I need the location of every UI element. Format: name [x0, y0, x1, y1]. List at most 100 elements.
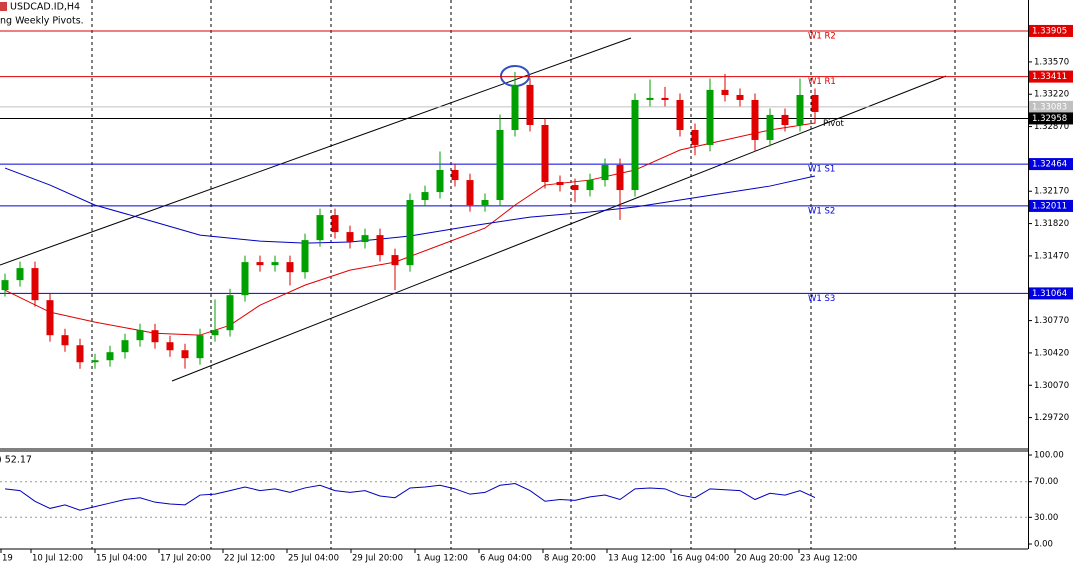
price-tag: [1029, 199, 1073, 212]
price-tag: [1029, 24, 1073, 37]
candle-body: [541, 124, 549, 183]
candle-body: [31, 268, 39, 301]
candle-body: [406, 200, 414, 266]
y-tick-label: 1.32170: [1034, 187, 1069, 197]
rsi-tick-label: 30.00: [1034, 513, 1058, 523]
candle-body: [691, 129, 699, 145]
candle-body: [601, 165, 609, 181]
candle-body: [61, 335, 69, 346]
candle-body: [661, 97, 669, 100]
pivot-label: W1 S1: [808, 165, 835, 175]
x-tick-label: 10 Jul 12:00: [32, 554, 83, 564]
channel-line: [171, 75, 947, 382]
candle-body: [376, 235, 384, 256]
pivot-label: W1 R1: [808, 77, 836, 87]
y-tick-label: 1.31470: [1034, 251, 1069, 261]
candle-body: [796, 94, 804, 125]
candle-body: [211, 330, 219, 336]
candle-body: [646, 97, 654, 100]
rsi-tick-label: 0.00: [1034, 540, 1053, 550]
x-tick-label: 13 Aug 12:00: [608, 554, 665, 564]
candle-body: [196, 335, 204, 359]
price-tag-label: 1.32011: [1032, 201, 1067, 211]
price-tag: [1029, 100, 1073, 113]
y-tick-label: 1.30420: [1034, 348, 1069, 358]
candle-body: [346, 232, 354, 243]
x-tick-label: 1 Aug 12:00: [416, 554, 468, 564]
x-tick-label: 19: [2, 554, 13, 564]
chart-title: USDCAD.ID,H4: [10, 2, 80, 13]
indicator-name: ng Weekly Pivots.: [0, 16, 84, 27]
candle-body: [16, 268, 24, 281]
price-tag-label: 1.33083: [1032, 102, 1067, 112]
candle-body: [316, 215, 324, 241]
x-tick-label: 17 Jul 20:00: [160, 554, 211, 564]
price-tag-label: 1.32958: [1032, 114, 1067, 124]
candle-body: [451, 169, 459, 181]
candle-body: [466, 180, 474, 206]
candle-body: [76, 345, 84, 363]
y-tick-label: 1.30070: [1034, 381, 1069, 391]
x-tick-label: 16 Aug 04:00: [672, 554, 729, 564]
price-tag-label: 1.32464: [1032, 160, 1067, 170]
y-tick-label: 1.33570: [1034, 57, 1069, 67]
pivot-label: W1 S3: [808, 294, 835, 304]
rsi-tick-label: 70.00: [1034, 477, 1058, 487]
candle-body: [331, 215, 339, 233]
candle-body: [1, 280, 9, 291]
candle-body: [481, 200, 489, 206]
y-tick-label: 1.29720: [1034, 413, 1069, 423]
price-tag: [1029, 70, 1073, 83]
candle-body: [151, 330, 159, 343]
candle-body: [511, 84, 519, 130]
candle-body: [811, 94, 819, 112]
candle-body: [736, 94, 744, 100]
price-tag-label: 1.33411: [1032, 72, 1067, 82]
y-tick-label: 1.32870: [1034, 122, 1069, 132]
candle-body: [301, 240, 309, 273]
pivot-label: W1 S2: [808, 206, 835, 216]
x-tick-label: 29 Jul 20:00: [352, 554, 403, 564]
candle-body: [436, 169, 444, 193]
candle-body: [391, 255, 399, 266]
x-tick-label: 6 Aug 04:00: [480, 554, 532, 564]
candle-body: [136, 330, 144, 341]
x-tick-label: 23 Aug 12:00: [800, 554, 857, 564]
candle-body: [106, 352, 114, 361]
candle-body: [526, 84, 534, 125]
rsi-tick-label: 100.00: [1034, 451, 1064, 461]
y-tick-label: 1.33220: [1034, 90, 1069, 100]
price-tag: [1029, 112, 1073, 125]
x-tick-label: 22 Jul 12:00: [224, 554, 275, 564]
price-tag-label: 1.33905: [1032, 26, 1067, 36]
candle-body: [721, 89, 729, 95]
candle-body: [226, 295, 234, 331]
candle-body: [751, 99, 759, 140]
candle-body: [766, 114, 774, 140]
candle-body: [631, 99, 639, 191]
y-tick-label: 1.31820: [1034, 219, 1069, 229]
candle-body: [166, 342, 174, 351]
candle-body: [676, 99, 684, 130]
candle-body: [241, 262, 249, 296]
candle-body: [91, 360, 99, 363]
x-tick-label: 8 Aug 20:00: [544, 554, 596, 564]
candle-body: [271, 262, 279, 266]
candle-body: [556, 182, 564, 186]
candle-body: [361, 235, 369, 243]
price-tag: [1029, 158, 1073, 171]
candle-body: [571, 185, 579, 191]
moving-average: [4, 122, 816, 336]
y-tick-label: 1.30770: [1034, 316, 1069, 326]
pivot-label: Pivot: [823, 119, 845, 129]
price-tag: [1029, 287, 1073, 300]
channel-line: [0, 37, 632, 266]
rsi-line: [4, 482, 816, 511]
candle-body: [256, 262, 264, 266]
price-tag-label: 1.31064: [1032, 289, 1067, 299]
candle-body: [781, 114, 789, 125]
symbol-icon: [0, 2, 7, 11]
candle-body: [586, 180, 594, 191]
